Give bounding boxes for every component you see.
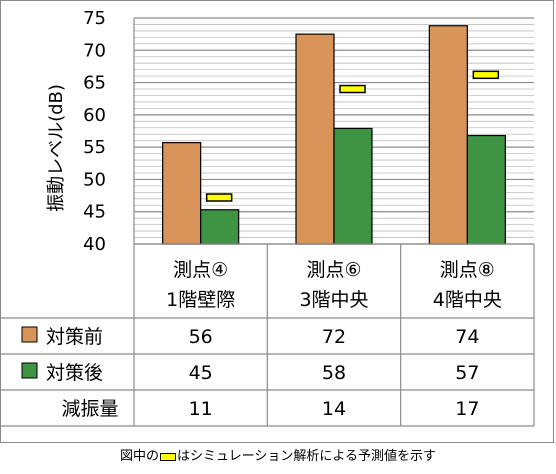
y-tick-label: 40 (83, 234, 106, 255)
legend-swatch (21, 326, 38, 343)
caption-before: 図中の (119, 449, 159, 464)
bar-before (428, 25, 468, 245)
category-header-label: 4階中央 (433, 289, 502, 311)
y-axis-label: 振動レベル(dB) (46, 84, 67, 212)
bars (162, 25, 506, 245)
predicted-marker (205, 193, 233, 202)
y-tick-label: 50 (83, 169, 106, 190)
table-value: 14 (322, 398, 346, 420)
table-value: 58 (322, 362, 346, 384)
legend-swatch (21, 362, 38, 379)
chart-frame (0, 0, 554, 443)
table-value: 45 (189, 362, 213, 384)
vibration-chart: 40 45 50 55 60 65 70 75 振動レベル(dB) 測点④ 1階壁際 測点⑥ 3階中… (0, 8, 535, 427)
row-label: 対策後 (46, 362, 103, 384)
y-tick-label: 45 (83, 202, 106, 223)
y-tick-label: 65 (83, 73, 106, 94)
category-header-label: 3階中央 (299, 289, 368, 311)
table-value: 56 (189, 326, 213, 348)
y-tick-label: 60 (83, 105, 106, 126)
y-axis: 40 45 50 55 60 65 70 75 (83, 8, 135, 255)
bar-before (295, 33, 335, 245)
predicted-marker-legend-icon (159, 452, 176, 461)
category-header-label: 測点④ (173, 259, 228, 281)
y-tick-label: 75 (83, 8, 106, 29)
table-value: 72 (322, 326, 346, 348)
row-label: 減振量 (61, 398, 118, 420)
table-value: 57 (455, 362, 479, 384)
bar-after (466, 134, 506, 245)
caption-after: はシミュレーション解析による予測値を示す (176, 449, 437, 464)
table-value: 11 (189, 398, 213, 420)
bar-after (333, 127, 373, 245)
predicted-marker (339, 84, 366, 94)
caption: 図中の はシミュレーション解析による予測値を示す (0, 448, 556, 466)
bar-before (162, 142, 202, 245)
bar-after (200, 209, 240, 245)
y-tick-label: 55 (83, 137, 106, 158)
category-header-label: 測点⑧ (440, 259, 495, 281)
table-value: 17 (455, 398, 479, 420)
row-label: 対策前 (46, 326, 103, 348)
predicted-marker (472, 70, 500, 80)
category-header-label: 測点⑥ (306, 259, 361, 281)
category-header-label: 1階壁際 (166, 289, 235, 311)
y-tick-label: 70 (83, 40, 106, 61)
table-value: 74 (455, 326, 479, 348)
